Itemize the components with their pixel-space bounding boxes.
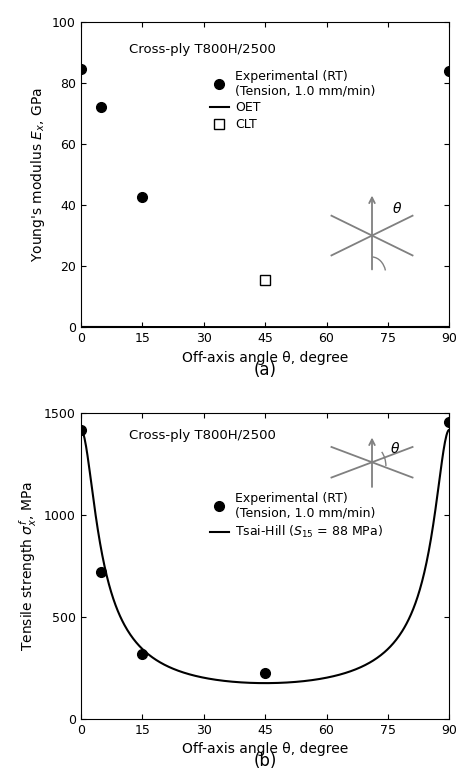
Text: Cross-ply T800H/2500: Cross-ply T800H/2500: [129, 43, 276, 56]
Text: $\theta$: $\theta$: [392, 201, 402, 216]
Text: Cross-ply T800H/2500: Cross-ply T800H/2500: [129, 429, 276, 442]
X-axis label: Off-axis angle θ, degree: Off-axis angle θ, degree: [182, 742, 348, 756]
Legend: Experimental (RT)
(Tension, 1.0 mm/min), Tsai-Hill ($S_{15}$ = 88 MPa): Experimental (RT) (Tension, 1.0 mm/min),…: [205, 487, 388, 545]
Legend: Experimental (RT)
(Tension, 1.0 mm/min), OET, CLT: Experimental (RT) (Tension, 1.0 mm/min),…: [205, 65, 381, 136]
X-axis label: Off-axis angle θ, degree: Off-axis angle θ, degree: [182, 350, 348, 364]
Y-axis label: Tensile strength $\sigma_x^f$, MPa: Tensile strength $\sigma_x^f$, MPa: [17, 481, 38, 651]
Text: $\theta$: $\theta$: [391, 441, 401, 456]
Y-axis label: Young's modulus $E_x$, GPa: Young's modulus $E_x$, GPa: [28, 87, 46, 262]
Text: (b): (b): [254, 752, 277, 770]
Text: (a): (a): [254, 361, 277, 378]
